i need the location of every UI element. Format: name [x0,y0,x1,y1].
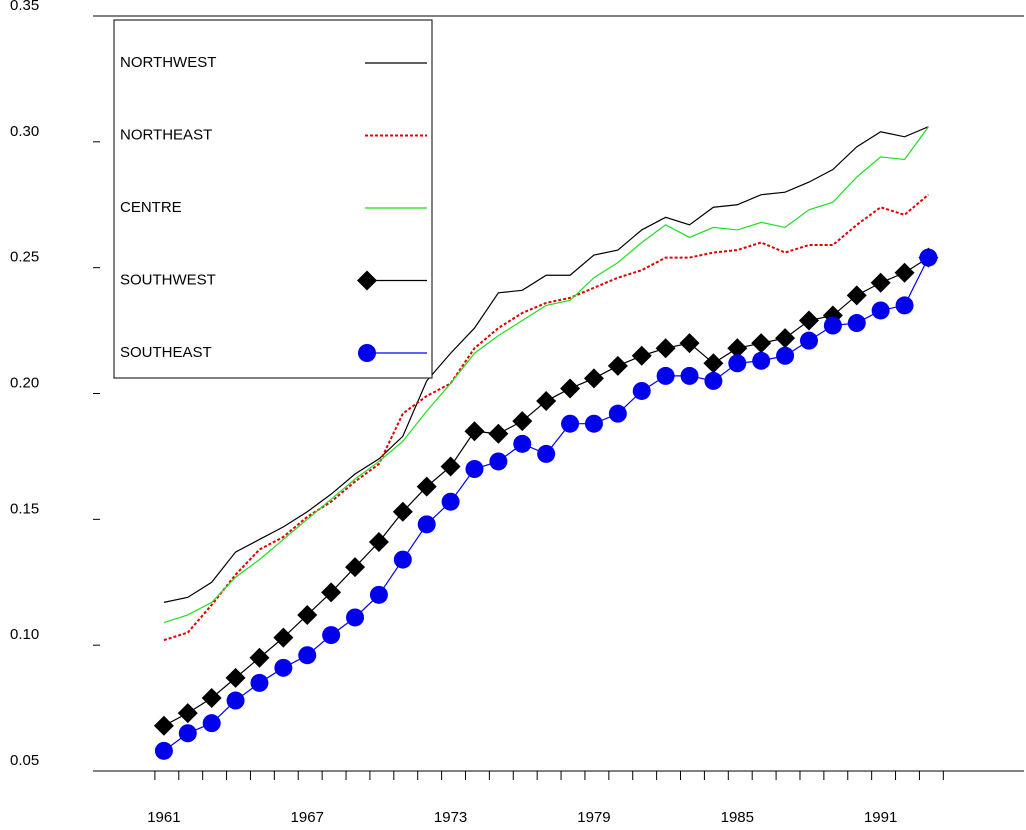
point-marker [298,646,317,665]
point-marker [632,381,651,400]
point-marker [464,421,485,442]
point-marker [607,355,628,376]
point-marker [440,456,461,477]
point-marker [871,301,890,320]
legend-label: NORTHEAST [120,126,212,143]
point-marker [823,316,842,335]
series-line [163,193,930,642]
point-marker [583,368,604,389]
x-tick-label: 1973 [434,809,467,826]
point-marker [919,248,938,267]
point-marker [417,515,436,534]
point-marker [536,391,557,412]
point-marker [201,688,222,709]
point-marker [225,667,246,688]
point-marker [369,585,388,604]
point-marker [608,404,627,423]
x-tick-label: 1985 [721,809,754,826]
legend-label: CENTRE [120,199,182,216]
point-marker [321,582,342,603]
point-marker [846,285,867,306]
point-marker [392,501,413,522]
series-line [163,126,929,603]
y-tick-label: 0.05 [10,752,39,769]
point-marker [273,627,294,648]
x-tick-label: 1979 [577,809,610,826]
point-marker [513,434,532,453]
point-marker [751,333,772,354]
point-marker [512,411,533,432]
point-marker [679,333,700,354]
legend-marker [358,344,376,362]
point-marker [584,414,603,433]
point-marker [703,353,724,374]
point-marker [776,346,795,365]
point-marker [728,354,747,373]
point-marker [346,608,365,627]
point-marker [894,262,915,283]
legend-label: SOUTHEAST [120,344,212,361]
point-marker [799,331,818,350]
point-marker [154,741,173,760]
point-marker [465,460,484,478]
point-marker [561,414,580,433]
point-marker [153,715,174,736]
legend-label: SOUTHWEST [120,271,216,288]
y-tick-label: 0.20 [10,374,39,391]
legend-box [113,19,433,379]
x-tick-label: 1967 [291,809,324,826]
point-marker [560,378,581,399]
point-marker [655,338,676,359]
point-marker [249,647,270,668]
x-tick-label: 1961 [147,809,180,826]
point-marker [798,310,819,331]
point-marker [704,371,723,390]
x-tick-label: 1991 [864,809,897,826]
y-tick-label: 0.15 [10,500,39,517]
point-marker [537,444,556,463]
point-marker [177,703,198,724]
point-marker [416,476,437,497]
point-marker [847,314,866,333]
point-marker [488,423,509,444]
point-marker [680,366,699,385]
point-marker [178,724,197,743]
legend-label: NORTHWEST [120,54,216,71]
point-marker [870,272,891,293]
point-marker [895,296,914,315]
point-marker [202,714,221,733]
point-marker [775,328,796,349]
point-marker [250,673,269,692]
point-marker [368,531,389,552]
point-marker [752,351,771,370]
y-tick-label: 0.10 [10,626,39,643]
y-tick-label: 0.30 [10,123,39,140]
point-marker [489,452,508,471]
point-marker [393,550,412,569]
point-marker [345,557,366,578]
series-line [163,126,929,624]
point-marker [226,691,245,710]
point-marker [727,338,748,359]
point-marker [441,492,460,511]
point-marker [274,658,293,677]
point-marker [322,626,341,645]
point-marker [631,345,652,366]
point-marker [656,366,675,385]
y-tick-label: 0.35 [10,0,39,14]
point-marker [297,604,318,625]
y-tick-label: 0.25 [10,249,39,266]
legend-marker [357,270,377,291]
